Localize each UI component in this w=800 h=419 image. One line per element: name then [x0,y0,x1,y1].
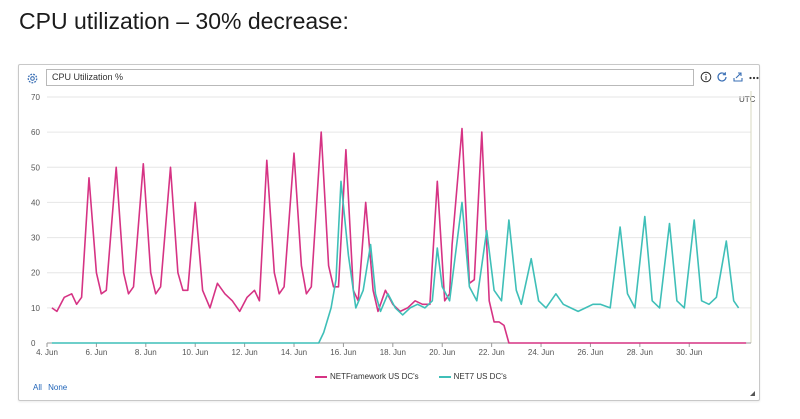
x-tick-label: 10. Jun [182,348,208,357]
chart-legend: NETFramework US DC's NET7 US DC's [315,372,507,381]
y-tick-label: 20 [31,269,40,278]
gear-icon[interactable] [24,70,40,86]
y-tick-label: 60 [31,128,40,137]
legend-item-net7[interactable]: NET7 US DC's [438,372,507,381]
legend-label-net7: NET7 US DC's [453,372,507,381]
cpu-line-chart: 0 10 20 30 40 50 60 70 4. Jun 6. Jun 8. Jun 10. Jun… [31,91,752,357]
x-tick-label: 20. Jun [429,348,455,357]
refresh-icon[interactable] [715,69,729,85]
x-tick-label: 16. Jun [330,348,356,357]
series-selectors: All None [33,383,71,392]
legend-swatch-netframework [315,375,327,378]
info-icon[interactable] [699,69,713,85]
select-all-link[interactable]: All [33,383,42,392]
x-tick-label: 22. Jun [479,348,505,357]
y-tick-label: 10 [31,304,40,313]
y-tick-label: 40 [31,198,40,207]
x-tick-label: 26. Jun [577,348,603,357]
y-tick-label: 50 [31,163,40,172]
x-tick-label: 6. Jun [86,348,108,357]
share-icon[interactable] [731,69,745,85]
select-none-link[interactable]: None [48,383,68,392]
chart-panel: CPU Utilization % UTC 0 10 20 30 40 50 60 70 4. … [18,64,760,401]
x-tick-label: 12. Jun [231,348,257,357]
legend-item-netframework[interactable]: NETFramework US DC's [315,372,419,381]
x-tick-label: 24. Jun [528,348,554,357]
chart-title-field[interactable]: CPU Utilization % [46,69,694,86]
resize-handle[interactable] [750,391,755,396]
x-tick-label: 18. Jun [380,348,406,357]
timezone-label: UTC [739,95,756,104]
legend-swatch-net7 [438,375,451,378]
series-line-0 [51,127,747,344]
more-icon[interactable] [747,69,761,85]
x-tick-label: 28. Jun [627,348,653,357]
series-line-1 [51,180,740,344]
x-tick-label: 14. Jun [281,348,307,357]
y-tick-label: 0 [31,339,36,348]
page-heading: CPU utilization – 30% decrease: [19,8,349,34]
y-tick-label: 30 [31,234,40,243]
x-tick-label: 30. Jun [676,348,702,357]
legend-label-netframework: NETFramework US DC's [330,372,419,381]
chart-toolbar [699,69,761,85]
y-tick-label: 70 [31,93,40,102]
x-tick-label: 4. Jun [36,348,58,357]
x-tick-label: 8. Jun [135,348,157,357]
